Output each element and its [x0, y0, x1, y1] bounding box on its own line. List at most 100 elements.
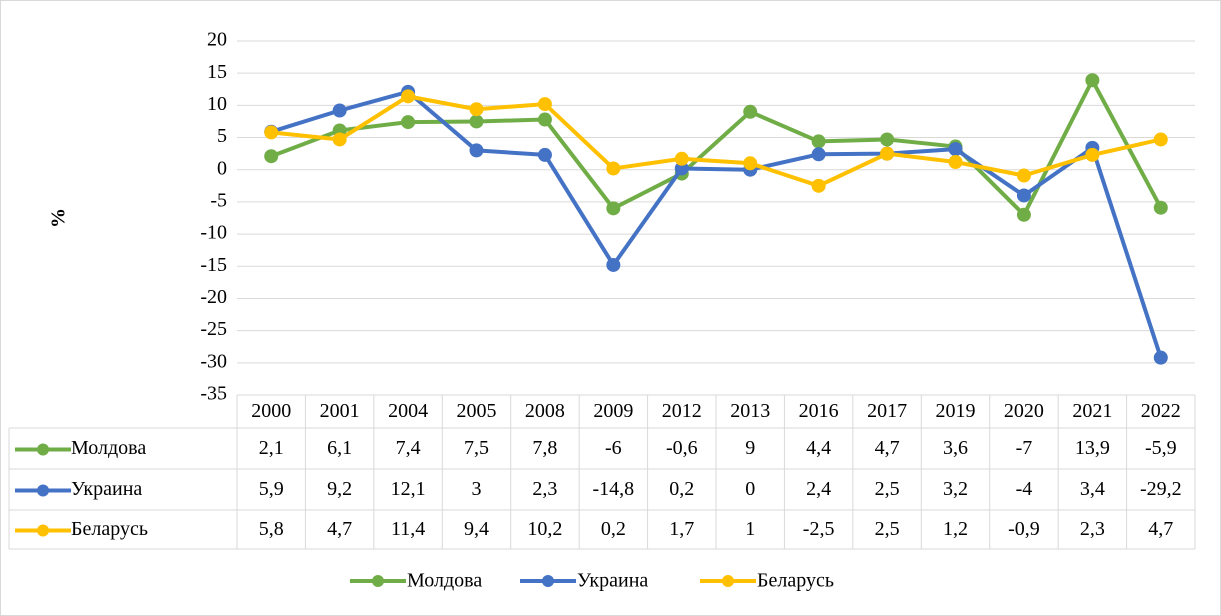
x-tick-label: 2009 — [593, 400, 633, 422]
table-cell: 7,8 — [532, 437, 557, 459]
point — [1153, 200, 1168, 215]
point — [1016, 207, 1031, 222]
point — [469, 102, 484, 117]
table-cell: 3,4 — [1080, 478, 1105, 500]
series-line — [270, 89, 1163, 359]
point — [264, 125, 279, 140]
legend-label: Молдова — [407, 570, 482, 592]
table-cell: -29,2 — [1140, 478, 1182, 500]
table-cell: 4,4 — [806, 437, 831, 459]
table-cell: 2,5 — [875, 518, 900, 540]
point — [606, 257, 621, 272]
point — [537, 147, 552, 162]
table-cell: -6 — [605, 437, 622, 459]
table-cell: 2,5 — [875, 478, 900, 500]
table-cell: 1 — [745, 518, 755, 540]
legend-marker — [37, 484, 49, 497]
x-tick-label: 2019 — [936, 400, 976, 422]
table-cell: 9 — [745, 437, 755, 459]
x-tick-label: 2021 — [1072, 400, 1112, 422]
y-tick-label: -5 — [210, 190, 227, 212]
legend-marker — [37, 443, 49, 456]
point — [537, 97, 552, 112]
point — [674, 151, 689, 166]
y-tick-label: 0 — [217, 157, 227, 179]
series-line — [271, 94, 1162, 188]
y-tick-label: -30 — [200, 350, 227, 372]
table-cell: 6,1 — [327, 437, 352, 459]
point — [811, 134, 826, 149]
legend-marker — [37, 524, 49, 537]
x-tick-label: 2004 — [388, 400, 428, 422]
table-cell: 1,2 — [943, 518, 968, 540]
point — [880, 132, 895, 147]
table-cell: 0,2 — [669, 478, 694, 500]
table-cell: -0,6 — [666, 437, 698, 459]
x-tick-label: 2012 — [662, 400, 702, 422]
table-cell: 3,2 — [943, 478, 968, 500]
legend-label: Украина — [577, 570, 648, 592]
series-line — [270, 78, 1163, 217]
table-cell: 10,2 — [527, 518, 562, 540]
table-cell: 9,2 — [327, 478, 352, 500]
table-row-label: Молдова — [71, 437, 146, 459]
table-cell: 4,7 — [327, 518, 352, 540]
point — [743, 156, 758, 171]
point — [401, 115, 416, 130]
table-cell: 5,9 — [259, 478, 284, 500]
point — [332, 132, 347, 147]
x-tick-label: 2008 — [525, 400, 565, 422]
y-tick-label: -10 — [200, 222, 227, 244]
legend-marker — [722, 575, 734, 587]
y-tick-label: 5 — [217, 125, 227, 147]
table-cell: 7,4 — [396, 437, 421, 459]
point — [537, 112, 552, 127]
table-cell: 2,3 — [1080, 518, 1105, 540]
y-tick-label: 20 — [207, 29, 227, 51]
y-tick-label: 10 — [207, 93, 227, 115]
x-tick-label: 2017 — [867, 400, 907, 422]
point — [1016, 168, 1031, 183]
point — [811, 147, 826, 162]
x-tick-label: 2022 — [1141, 400, 1181, 422]
table-cell: 0,2 — [601, 518, 626, 540]
table-cell: -7 — [1016, 437, 1033, 459]
point — [1085, 73, 1100, 88]
x-tick-label: 2001 — [320, 400, 360, 422]
table-row-label: Беларусь — [71, 518, 148, 540]
legend-label: Беларусь — [757, 570, 834, 592]
x-tick-label: 2020 — [1004, 400, 1044, 422]
table-cell: 1,7 — [669, 518, 694, 540]
y-tick-label: -25 — [200, 318, 227, 340]
point — [948, 142, 963, 157]
point — [1085, 147, 1100, 162]
point — [674, 161, 689, 176]
table-cell: 4,7 — [875, 437, 900, 459]
table-cell: 2,3 — [532, 478, 557, 500]
x-tick-label: 2005 — [457, 400, 497, 422]
table-cell: -0,9 — [1008, 518, 1040, 540]
table-cell: 13,9 — [1075, 437, 1110, 459]
table-cell: 3,6 — [943, 437, 968, 459]
point — [469, 114, 484, 129]
point — [1153, 350, 1168, 365]
y-axis-label: % — [48, 208, 70, 228]
x-tick-label: 2000 — [251, 400, 291, 422]
table-cell: 3 — [472, 478, 482, 500]
point — [401, 89, 416, 104]
table-cell: -4 — [1016, 478, 1033, 500]
table-cell: 5,8 — [259, 518, 284, 540]
table-cell: 7,5 — [464, 437, 489, 459]
y-tick-label: -20 — [200, 286, 227, 308]
table-cell: 2,4 — [806, 478, 831, 500]
point — [811, 178, 826, 193]
point — [606, 201, 621, 216]
point — [332, 103, 347, 118]
table-cell: 0 — [745, 478, 755, 500]
table-cell: -5,9 — [1145, 437, 1177, 459]
y-tick-label: -35 — [200, 383, 227, 405]
table-cell: 4,7 — [1148, 518, 1173, 540]
point — [1153, 132, 1168, 147]
